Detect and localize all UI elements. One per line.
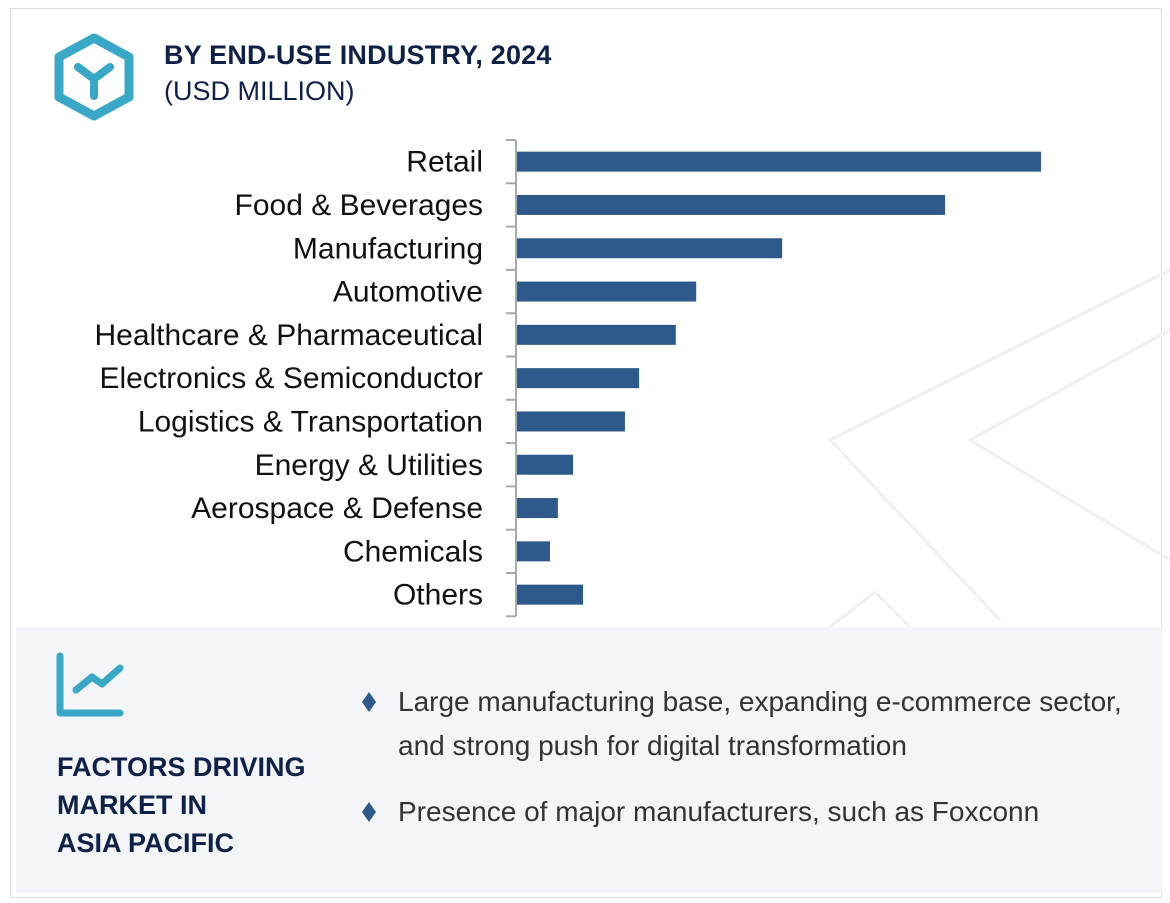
category-label: Electronics & Semiconductor bbox=[100, 362, 484, 395]
bar bbox=[517, 411, 625, 432]
category-label: Food & Beverages bbox=[235, 189, 483, 222]
category-label: Chemicals bbox=[343, 535, 483, 568]
category-label: Manufacturing bbox=[293, 232, 483, 265]
category-label: Automotive bbox=[333, 276, 483, 309]
line-chart-icon bbox=[56, 652, 124, 717]
category-label: Retail bbox=[406, 146, 483, 179]
category-label: Energy & Utilities bbox=[255, 449, 483, 482]
category-label: Healthcare & Pharmaceutical bbox=[94, 319, 483, 352]
hexagon-y-logo-icon bbox=[54, 33, 134, 121]
bar bbox=[517, 541, 551, 562]
diamond-bullet-icon bbox=[362, 802, 376, 822]
bar bbox=[517, 281, 697, 302]
category-label: Aerospace & Defense bbox=[191, 492, 483, 525]
bar-chart: Retail Food & Beverages Manufacturing Autom… bbox=[94, 139, 1041, 618]
chart-subtitle: (USD MILLION) bbox=[164, 76, 355, 106]
factor-item: Presence of major manufacturers, such as… bbox=[360, 790, 1150, 834]
bar bbox=[517, 238, 783, 259]
factors-panel bbox=[16, 627, 1162, 893]
bar bbox=[517, 498, 558, 519]
factors-title-line: MARKET IN bbox=[57, 790, 207, 820]
category-label: Logistics & Transportation bbox=[138, 405, 483, 438]
factor-text: Large manufacturing base, expanding e-co… bbox=[398, 686, 1122, 761]
bar bbox=[517, 454, 574, 475]
category-label: Others bbox=[393, 579, 483, 612]
bar bbox=[517, 368, 640, 389]
bar bbox=[517, 194, 946, 215]
factor-text: Presence of major manufacturers, such as… bbox=[398, 796, 1040, 827]
chart-title: BY END-USE INDUSTRY, 2024 bbox=[164, 40, 552, 70]
diamond-bullet-icon bbox=[362, 692, 376, 712]
bar bbox=[517, 584, 584, 605]
bar bbox=[517, 324, 676, 345]
factors-title-line: FACTORS DRIVING bbox=[57, 752, 306, 782]
bar bbox=[517, 151, 1041, 172]
factors-title: FACTORS DRIVING MARKET IN ASIA PACIFIC bbox=[57, 748, 357, 862]
factors-title-line: ASIA PACIFIC bbox=[57, 828, 235, 858]
factor-item: Large manufacturing base, expanding e-co… bbox=[360, 680, 1150, 768]
factors-list: Large manufacturing base, expanding e-co… bbox=[360, 680, 1150, 856]
